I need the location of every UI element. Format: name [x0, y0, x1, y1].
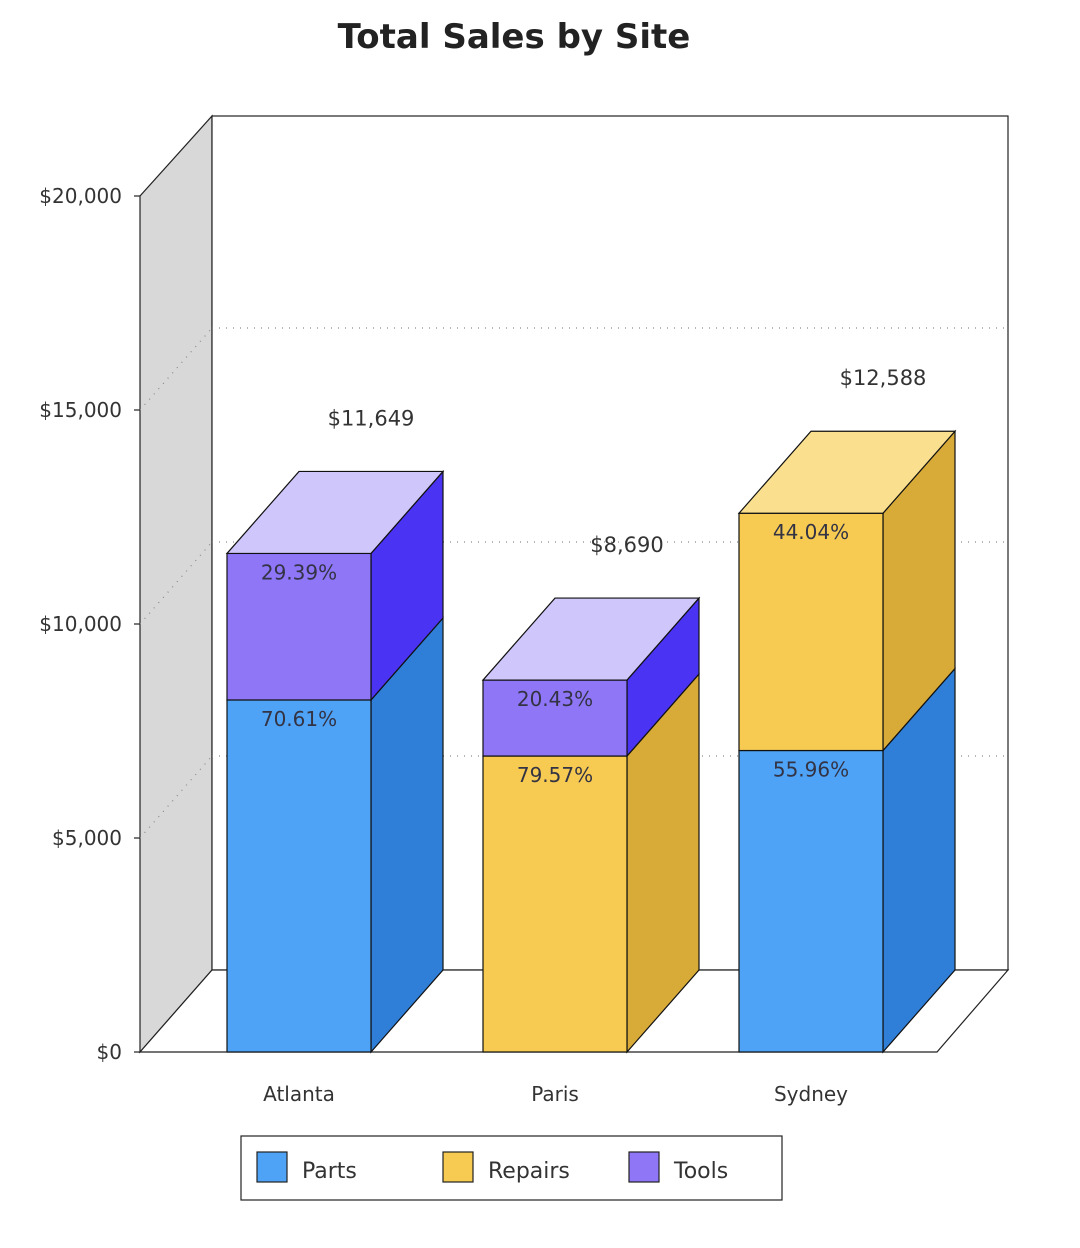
bar-parts: [738, 749, 884, 1053]
segment-label: 29.39%: [261, 560, 337, 584]
y-tick-label: $10,000: [39, 612, 122, 636]
x-tick-label: Paris: [531, 1082, 579, 1106]
segment-label: 55.96%: [773, 758, 849, 782]
segment-label: 70.61%: [261, 707, 337, 731]
bar-stack-atlanta: 70.61% 29.39% $11,649: [225, 406, 445, 1054]
bar-parts: [226, 699, 372, 1053]
legend-swatch-repairs: [442, 1151, 474, 1183]
segment-label: 79.57%: [517, 763, 593, 787]
total-label: $8,690: [590, 533, 663, 557]
legend-swatch-tools: [628, 1151, 660, 1183]
bar-tools: [482, 679, 628, 757]
chart-title: Total Sales by Site: [338, 17, 691, 57]
bar-repairs: [482, 755, 628, 1053]
x-tick-label: Sydney: [774, 1082, 848, 1106]
bar-top-repairs: [737, 430, 957, 514]
bar-stack-paris: 79.57% 20.43% $8,690: [481, 533, 701, 1054]
bar-repairs: [738, 512, 884, 752]
y-tick-label: $5,000: [52, 826, 122, 850]
segment-label: 44.04%: [773, 520, 849, 544]
x-tick-label: Atlanta: [263, 1082, 335, 1106]
y-axis: $0 $5,000 $10,000 $15,000 $20,000: [39, 184, 140, 1064]
legend-label-tools: Tools: [673, 1159, 728, 1184]
bar-stack-sydney: 55.96% 44.04% $12,588: [737, 366, 957, 1054]
y-tick-label: $15,000: [39, 398, 122, 422]
left-wall: [139, 114, 213, 1054]
segment-label: 20.43%: [517, 687, 593, 711]
total-label: $12,588: [840, 366, 927, 390]
bar-top-tools: [225, 470, 445, 555]
bars: 70.61% 29.39% $11,649 79.57% 20.43% $8,690 55.…: [225, 366, 957, 1054]
y-tick-label: $20,000: [39, 184, 122, 208]
y-tick-label: $0: [97, 1040, 122, 1064]
x-axis: Atlanta Paris Sydney: [263, 1082, 848, 1106]
legend: Parts Repairs Tools: [240, 1135, 783, 1201]
legend-label-repairs: Repairs: [488, 1159, 570, 1184]
legend-label-parts: Parts: [302, 1159, 357, 1184]
bar-top-tools: [481, 597, 701, 681]
legend-box: [240, 1135, 783, 1201]
legend-swatch-parts: [256, 1151, 288, 1183]
total-label: $11,649: [328, 406, 415, 430]
